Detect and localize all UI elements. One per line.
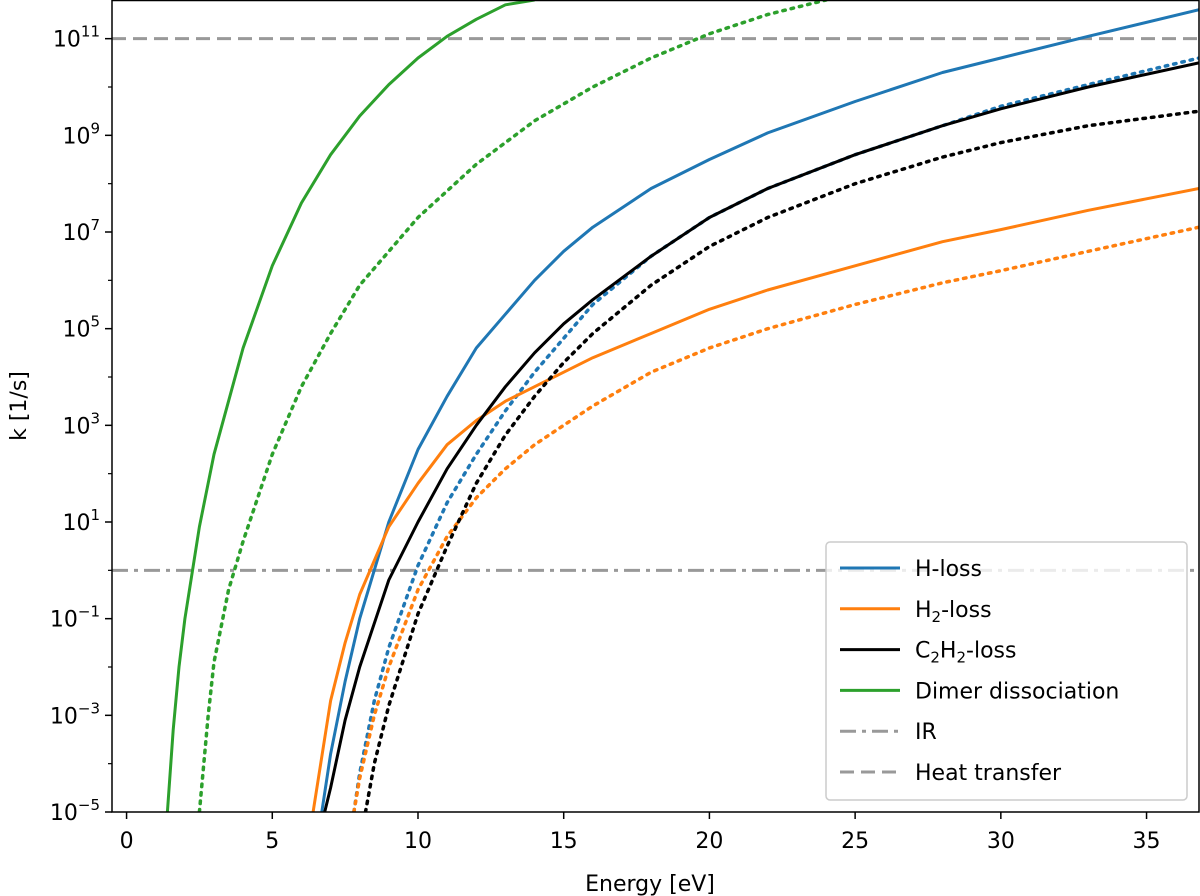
- x-tick-label: 25: [841, 829, 869, 854]
- series-h-loss-solid: [320, 8, 1199, 812]
- series-c2h2-loss-dotted: [363, 109, 1199, 812]
- y-tick-label: 107: [62, 216, 100, 246]
- legend-entry-h2-loss: H2-loss: [840, 598, 992, 626]
- series-c2h2-loss-solid: [323, 61, 1199, 812]
- legend-entry-ir: IR: [840, 720, 937, 745]
- y-tick-label: 10−1: [50, 603, 100, 633]
- x-tick-label: 5: [265, 829, 279, 854]
- legend-entry-h-loss: H-loss: [840, 557, 982, 582]
- legend-label: H-loss: [915, 557, 982, 582]
- x-tick-label: 35: [1133, 829, 1161, 854]
- y-axis-title: k [1/s]: [7, 371, 32, 441]
- x-tick-label: 20: [695, 829, 723, 854]
- y-axis: 1011 109 107 105 103 101 10−1 10−3 10−5: [50, 23, 112, 826]
- y-tick-label: 101: [62, 506, 100, 536]
- x-tick-label: 15: [550, 829, 578, 854]
- legend-entry-dimer-dissociation: Dimer dissociation: [840, 679, 1119, 704]
- series-h2-loss-dotted: [352, 225, 1199, 812]
- y-tick-label: 10−5: [50, 796, 100, 826]
- x-tick-label: 0: [120, 829, 134, 854]
- y-tick-label: 105: [62, 313, 100, 343]
- axes-frame: [111, 0, 1200, 813]
- y-tick-label: 109: [62, 119, 100, 149]
- x-tick-label: 10: [404, 829, 432, 854]
- series-dimer-dissociation-solid: [165, 0, 535, 812]
- legend-box: [825, 541, 1188, 801]
- legend-label: IR: [915, 720, 937, 745]
- x-axis-title: Energy [eV]: [585, 872, 715, 896]
- x-axis: 0 5 10 15 20 25 30 35: [120, 812, 1161, 854]
- y-tick-label: 10−3: [50, 699, 100, 729]
- y-tick-label: 103: [62, 409, 100, 439]
- legend-label: Dimer dissociation: [915, 679, 1119, 704]
- y-tick-label: 1011: [53, 23, 100, 53]
- legend-label: Heat transfer: [915, 761, 1062, 786]
- legend-label: H2-loss: [915, 598, 992, 626]
- series-layer: [112, 0, 1199, 812]
- series-dimer-dissociation-dotted: [197, 0, 828, 812]
- legend-entry-c2h2-loss: C2H2-loss: [840, 639, 1016, 667]
- legend-entry-heat-transfer: Heat transfer: [840, 761, 1062, 786]
- legend: H-loss H2-loss C2H2-loss Dimer dissociation…: [825, 541, 1188, 801]
- plot-frame: [111, 0, 1200, 813]
- legend-label: C2H2-loss: [915, 639, 1016, 667]
- x-tick-label: 30: [987, 829, 1015, 854]
